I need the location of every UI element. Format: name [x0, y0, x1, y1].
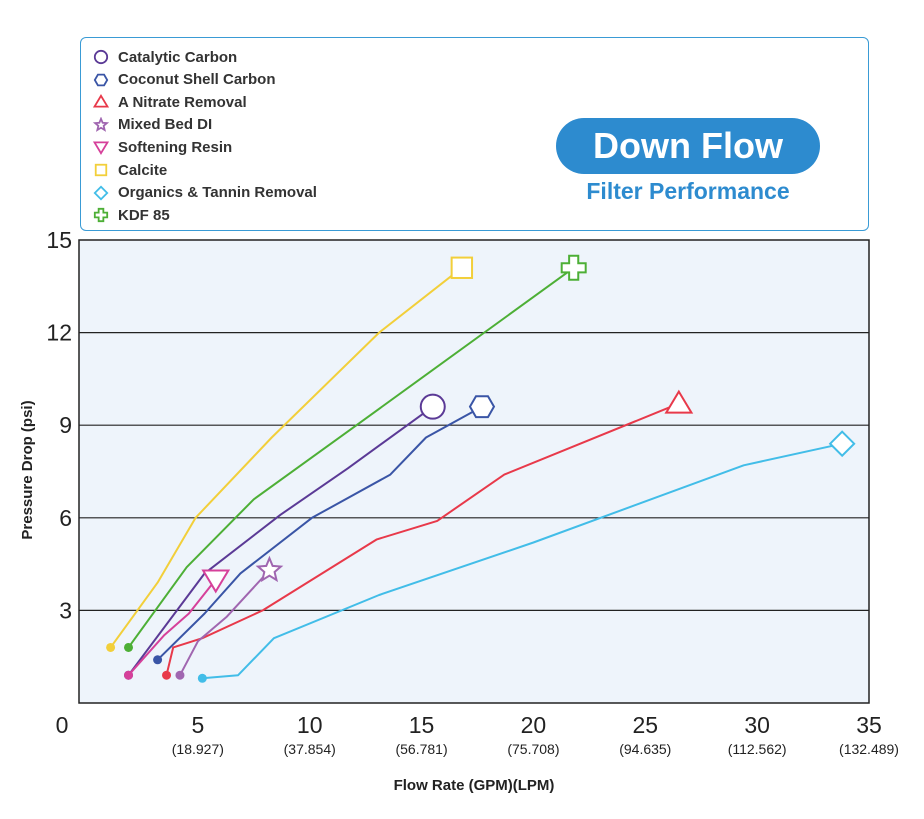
legend-marker: [93, 141, 109, 156]
x-tick-sublabel: (132.489): [839, 741, 899, 757]
series-end-marker: [201, 569, 231, 594]
series-end-marker: [419, 393, 446, 420]
diamond-icon: [93, 185, 109, 201]
legend-item: Softening Resin: [93, 136, 232, 158]
series-end-marker: [255, 555, 284, 583]
series: [197, 430, 856, 683]
series-line: [165, 402, 680, 676]
legend-label: Softening Resin: [118, 138, 233, 156]
x-tick-label: 30: [744, 712, 770, 738]
series-start-point: [162, 670, 172, 680]
chart-title-badge: Down Flow: [556, 118, 820, 174]
legend-label: A Nitrate Removal: [118, 93, 247, 111]
legend-marker: [93, 185, 109, 201]
x-tick-sublabel: (18.927): [172, 741, 224, 757]
chart-title: Down Flow: [593, 125, 783, 166]
series-layer: [106, 254, 856, 683]
legend-label: Mixed Bed DI: [118, 116, 213, 134]
y-axis-title: Pressure Drop (psi): [19, 400, 36, 539]
x-tick-label: 0: [56, 712, 69, 738]
x-tick-label: 5: [191, 712, 204, 738]
x-axis-title: Flow Rate (GPM)(LPM): [394, 777, 555, 794]
legend-item: Organics & Tannin Removal: [93, 182, 317, 204]
plot-area: [78, 239, 870, 704]
x-tick-label: 20: [521, 712, 547, 738]
legend-marker: [94, 163, 108, 177]
legend-item: Coconut Shell Carbon: [93, 69, 276, 91]
series-line: [109, 267, 463, 648]
series-line: [127, 405, 434, 676]
x-tick-sublabel: (37.854): [284, 741, 336, 757]
square-icon: [94, 163, 108, 177]
circle-icon: [93, 49, 109, 65]
legend-label: KDF 85: [118, 206, 170, 224]
legend-item: Calcite: [93, 159, 167, 181]
series-end-marker: [560, 254, 587, 281]
legend-label: Coconut Shell Carbon: [118, 71, 276, 89]
x-tick-sublabel: (112.562): [728, 741, 787, 757]
series-line: [202, 442, 843, 680]
series-start-point: [124, 642, 134, 652]
legend-marker: [93, 116, 109, 132]
legend-marker: [93, 94, 109, 108]
legend-item: A Nitrate Removal: [93, 91, 247, 113]
legend-label: Catalytic Carbon: [118, 48, 238, 66]
grid-lines: [79, 332, 869, 612]
series-line: [156, 405, 483, 661]
legend-marker: [93, 49, 109, 65]
x-tick-label: 10: [297, 712, 323, 738]
legend-label: Organics & Tannin Removal: [118, 184, 317, 202]
legend-item: Mixed Bed DI: [93, 114, 212, 136]
legend-marker: [93, 208, 109, 223]
x-tick-sublabel: (56.781): [395, 741, 447, 757]
y-tick-label: 12: [46, 320, 72, 346]
triangle-icon: [93, 94, 109, 108]
y-tick-label: 6: [59, 505, 72, 531]
legend-marker: [93, 73, 109, 86]
series: [162, 389, 694, 680]
x-tick-label: 15: [409, 712, 435, 738]
axis-ticks: 3 6 9 12 15 0 5 (18.927) 10 (37.854) 15 (56.781) 20 (…: [46, 227, 899, 757]
series-end-marker: [828, 430, 856, 458]
series: [124, 569, 231, 680]
series-end-marker: [468, 395, 496, 419]
series-line: [127, 578, 217, 676]
series: [106, 256, 474, 652]
legend-item: KDF 85: [93, 204, 170, 226]
hexagon-icon: [93, 73, 109, 86]
series-end-marker: [664, 389, 694, 414]
series-start-point: [197, 673, 207, 683]
y-tick-label: 9: [59, 412, 72, 438]
series: [175, 555, 284, 680]
series-end-marker: [450, 256, 474, 279]
series-start-point: [153, 655, 163, 665]
y-tick-label: 15: [46, 227, 72, 253]
series-start-point: [175, 670, 185, 680]
plus-icon: [93, 208, 109, 223]
y-tick-label: 3: [59, 597, 72, 623]
series-start-point: [124, 670, 134, 680]
x-tick-sublabel: (75.708): [507, 741, 559, 757]
series: [153, 395, 496, 665]
triangle-down-icon: [93, 141, 109, 156]
legend-label: Calcite: [118, 161, 168, 179]
chart-subtitle: Filter Performance: [586, 178, 790, 204]
series: [124, 254, 587, 652]
legend: Catalytic Carbon Coconut Shell Carbon A Ni…: [80, 37, 869, 231]
series-line: [127, 266, 575, 648]
x-tick-label: 25: [632, 712, 658, 738]
x-tick-sublabel: (94.635): [619, 741, 671, 757]
x-tick-label: 35: [856, 712, 882, 738]
legend-item: Catalytic Carbon: [93, 46, 237, 68]
series-start-point: [106, 642, 116, 652]
star-icon: [93, 116, 109, 132]
series-line: [179, 569, 271, 676]
